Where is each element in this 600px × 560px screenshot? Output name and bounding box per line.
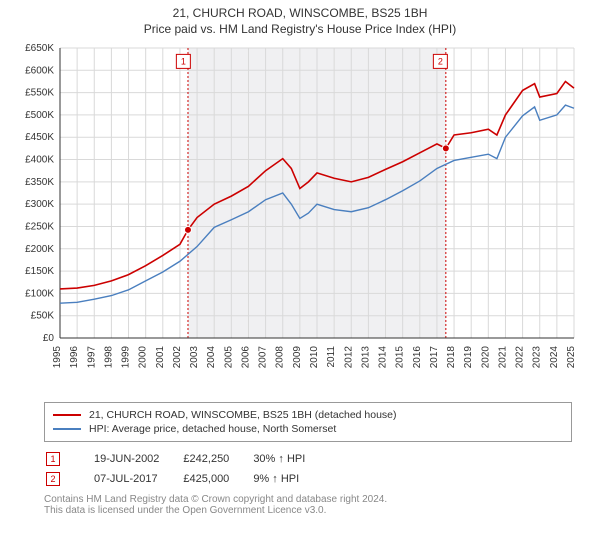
- svg-text:2001: 2001: [155, 346, 166, 369]
- marker-price: £242,250: [183, 450, 251, 468]
- svg-text:£450K: £450K: [25, 132, 54, 143]
- marker-row: 2 07-JUL-2017£425,0009% ↑ HPI: [46, 470, 327, 488]
- svg-text:2022: 2022: [515, 346, 526, 369]
- svg-text:2017: 2017: [429, 346, 440, 369]
- marker-badge: 1: [46, 452, 60, 466]
- svg-text:£50K: £50K: [31, 311, 55, 322]
- marker-delta: 30% ↑ HPI: [253, 450, 327, 468]
- svg-text:2005: 2005: [223, 346, 234, 369]
- svg-text:2015: 2015: [395, 346, 406, 369]
- svg-text:2014: 2014: [378, 346, 389, 369]
- svg-text:1995: 1995: [52, 346, 63, 369]
- svg-text:2007: 2007: [258, 346, 269, 369]
- svg-text:£400K: £400K: [25, 155, 54, 166]
- svg-text:1: 1: [181, 56, 186, 66]
- svg-text:1996: 1996: [69, 346, 80, 369]
- marker-price: £425,000: [183, 470, 251, 488]
- svg-text:2010: 2010: [309, 346, 320, 369]
- svg-text:2: 2: [438, 56, 443, 66]
- footnote: Contains HM Land Registry data © Crown c…: [44, 494, 572, 516]
- svg-text:2011: 2011: [326, 346, 337, 368]
- legend-label: 21, CHURCH ROAD, WINSCOMBE, BS25 1BH (de…: [89, 409, 397, 421]
- chart: £0 £50K £100K £150K £200K £250K £300K £350K £400…: [10, 38, 590, 398]
- svg-text:2006: 2006: [240, 346, 251, 369]
- footnote-line1: Contains HM Land Registry data © Crown c…: [44, 494, 572, 505]
- svg-text:2024: 2024: [549, 346, 560, 369]
- marker-date: 07-JUL-2017: [94, 470, 181, 488]
- legend-swatch: [53, 414, 81, 416]
- legend-item: 21, CHURCH ROAD, WINSCOMBE, BS25 1BH (de…: [53, 409, 563, 421]
- footnote-line2: This data is licensed under the Open Gov…: [44, 505, 572, 516]
- title-block: 21, CHURCH ROAD, WINSCOMBE, BS25 1BH Pri…: [0, 0, 600, 38]
- marker-badge: 2: [46, 472, 60, 486]
- svg-text:£200K: £200K: [25, 244, 54, 255]
- svg-text:1998: 1998: [103, 346, 114, 369]
- svg-text:2009: 2009: [292, 346, 303, 369]
- legend-label: HPI: Average price, detached house, Nort…: [89, 423, 336, 435]
- legend: 21, CHURCH ROAD, WINSCOMBE, BS25 1BH (de…: [44, 402, 572, 442]
- svg-text:1997: 1997: [86, 346, 97, 369]
- svg-text:£150K: £150K: [25, 266, 54, 277]
- marker-delta: 9% ↑ HPI: [253, 470, 327, 488]
- title-line1: 21, CHURCH ROAD, WINSCOMBE, BS25 1BH: [0, 6, 600, 20]
- svg-text:£350K: £350K: [25, 177, 54, 188]
- svg-text:£650K: £650K: [25, 43, 54, 54]
- title-line2: Price paid vs. HM Land Registry's House …: [0, 22, 600, 36]
- svg-text:1999: 1999: [121, 346, 132, 369]
- svg-text:2016: 2016: [412, 346, 423, 369]
- svg-text:2013: 2013: [360, 346, 371, 369]
- svg-text:£600K: £600K: [25, 65, 54, 76]
- svg-text:2019: 2019: [463, 346, 474, 369]
- svg-text:£0: £0: [43, 333, 55, 344]
- marker-date: 19-JUN-2002: [94, 450, 181, 468]
- marker-table: 1 19-JUN-2002£242,25030% ↑ HPI 2 07-JUL-201…: [44, 448, 329, 490]
- svg-text:2018: 2018: [446, 346, 457, 369]
- svg-text:£500K: £500K: [25, 110, 54, 121]
- svg-text:2000: 2000: [138, 346, 149, 369]
- svg-text:2008: 2008: [275, 346, 286, 369]
- svg-text:2020: 2020: [480, 346, 491, 369]
- svg-text:£300K: £300K: [25, 199, 54, 210]
- legend-item: HPI: Average price, detached house, Nort…: [53, 423, 563, 435]
- svg-text:£250K: £250K: [25, 221, 54, 232]
- svg-text:2021: 2021: [497, 346, 508, 369]
- marker-row: 1 19-JUN-2002£242,25030% ↑ HPI: [46, 450, 327, 468]
- svg-text:2012: 2012: [343, 346, 354, 369]
- svg-text:£100K: £100K: [25, 288, 54, 299]
- svg-text:2004: 2004: [206, 346, 217, 369]
- svg-text:2025: 2025: [566, 346, 577, 369]
- svg-text:2003: 2003: [189, 346, 200, 369]
- svg-text:£550K: £550K: [25, 88, 54, 99]
- svg-text:2002: 2002: [172, 346, 183, 369]
- legend-swatch: [53, 428, 81, 430]
- svg-text:2023: 2023: [532, 346, 543, 369]
